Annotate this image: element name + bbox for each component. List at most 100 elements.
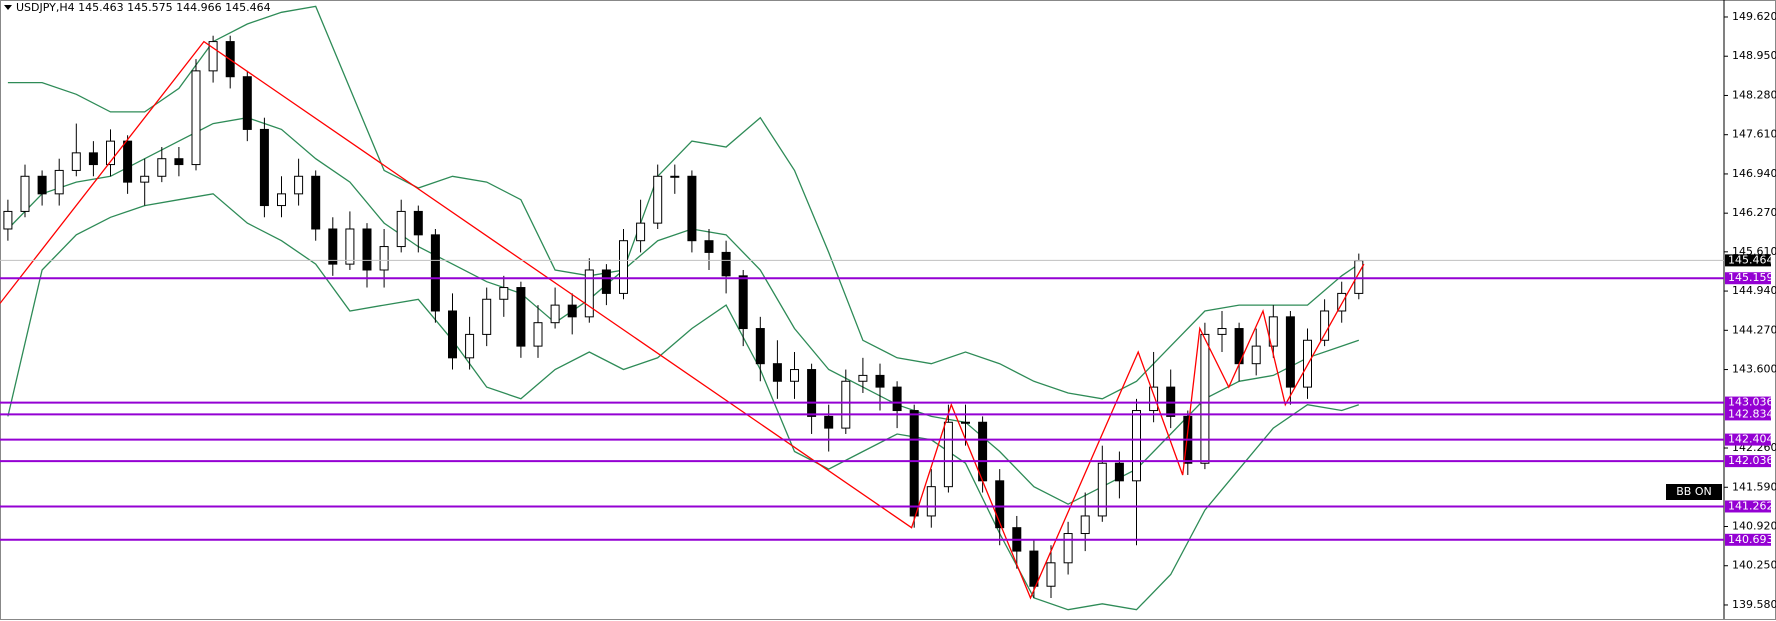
candle-body [106,140,115,166]
y-tick-label: 148.280 [1732,88,1776,101]
candle-body [550,304,560,324]
candle-body [1029,550,1039,587]
candle-body [687,175,697,242]
candle-body [1200,333,1210,464]
level-box [1725,272,1771,285]
candle-body [584,269,594,318]
candle-body [1080,515,1090,535]
candle-body [636,222,646,242]
level-box [1725,500,1771,513]
candle-body [653,175,663,224]
last-price-label: 145.464 [1728,253,1774,266]
candle-body [379,246,389,271]
level-box [1725,455,1771,468]
candle-body [909,410,919,517]
candle-body [1217,328,1227,335]
plot-area [0,5,1724,611]
level-label: 145.159 [1728,271,1774,284]
candle-body [601,269,611,294]
candle-body [20,175,30,212]
y-tick-label: 143.600 [1732,363,1776,376]
menu-arrow[interactable] [4,5,12,10]
candle-body [3,210,13,230]
candle-body [772,363,782,382]
candle-body [294,175,304,195]
level-label: 140.693 [1728,533,1774,546]
bollinger-band [7,5,1360,400]
candle-body [926,486,936,517]
candle-body [362,228,372,271]
candle-body [1285,316,1295,388]
candle-body [88,152,98,166]
candle-body [1046,562,1056,587]
candle-body [892,386,902,412]
candle-body [413,210,423,236]
level-label: 142.404 [1728,433,1774,446]
candle-body [790,369,799,382]
chart-title: USDJPY,H4 145.463 145.575 144.966 145.46… [16,1,271,14]
candle-body [430,234,440,312]
candle-body [1268,316,1278,347]
last-price-box [1725,254,1771,267]
candle-body [140,175,150,183]
candle-body [448,310,457,359]
candle-body [191,70,201,166]
candle-body [738,275,748,330]
candle-body [1251,345,1261,365]
candle-body [961,421,970,424]
button-label[interactable]: BB ON [1676,485,1711,498]
candle-body [516,287,526,347]
candle-body [328,228,338,265]
candle-body [978,421,988,482]
candle-body [824,415,834,429]
candle-body [1132,410,1141,482]
y-tick-label: 141.590 [1732,480,1776,493]
candle-body [242,76,252,130]
candle-body [721,251,731,277]
level-label: 141.262 [1728,499,1774,512]
candle-body [208,41,218,72]
candle-body [1063,533,1073,564]
candle-body [841,380,851,429]
candle-body [567,304,577,318]
candle-body [807,369,817,417]
candle-body [1149,386,1159,412]
candle-body [345,228,355,265]
y-tick-label: 139.580 [1732,598,1776,611]
candle-body [875,374,885,388]
y-tick-label: 148.950 [1732,49,1776,62]
candle-body [259,128,269,207]
candle-body [619,240,628,294]
level-label: 142.036 [1728,454,1774,467]
y-tick-label: 146.940 [1732,167,1776,180]
level-box [1725,433,1771,446]
candle-body [670,175,680,178]
y-tick-label: 144.940 [1732,284,1776,297]
candle-body [1114,462,1124,482]
candle-body [499,287,509,300]
candle-body [1320,310,1330,341]
candle-body [1337,292,1347,312]
candle-body [54,169,64,195]
bb-button[interactable]: BB ON [1666,484,1722,500]
button-bg[interactable] [1666,484,1722,500]
level-label: 142.834 [1728,407,1774,420]
y-tick-label: 140.250 [1732,559,1776,572]
candle-body [71,152,81,171]
overlay: 149.620 148.950 148.280 147.610 146.940 146.2… [1724,10,1776,611]
y-tick-label: 147.610 [1732,128,1776,141]
candle-body [174,158,184,166]
y-tick-label: 149.620 [1732,10,1776,23]
candle-body [943,421,953,488]
candle-body [277,193,286,207]
candle-body [755,328,765,365]
candle-body [704,240,714,253]
y-tick-label: 144.270 [1732,323,1776,336]
bollinger-band [7,193,1360,611]
candle-body [37,175,47,195]
candle-body [465,333,475,359]
candle-body [858,374,868,382]
level-box [1725,396,1771,409]
